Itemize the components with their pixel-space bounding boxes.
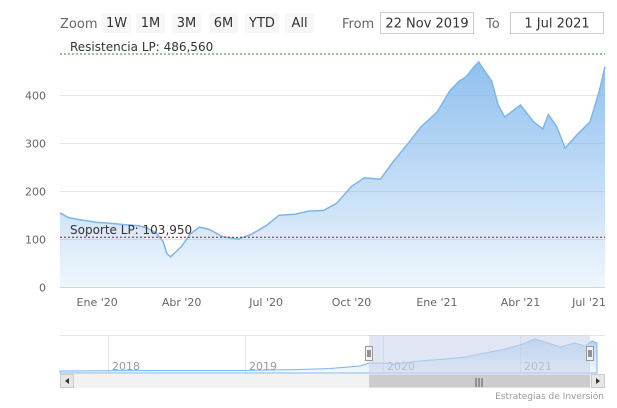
scrollbar-right-arrow[interactable]	[591, 374, 605, 388]
navigator: 2018 2019 2020 2021	[59, 335, 605, 374]
zoom-button-ytd-label: YTD	[248, 16, 275, 31]
zoom-button-6m[interactable]: 6M	[209, 13, 238, 33]
x-axis-labels: Ene '20 Abr '20 Jul '20 Oct '20 Ene '21 Abr '…	[77, 296, 606, 309]
price-series-area	[60, 61, 605, 288]
plot-area: 0 100 200 300 400 Resistencia LP: 486,560 So…	[25, 40, 606, 309]
x-tick-label: Ene '21	[416, 296, 457, 309]
x-tick-label: Ene '20	[77, 296, 118, 309]
x-tick-label: Jul '21	[571, 296, 606, 309]
zoom-button-ytd[interactable]: YTD	[245, 13, 279, 33]
y-tick-label: 0	[39, 282, 46, 295]
y-axis-labels: 0 100 200 300 400	[25, 90, 46, 295]
zoom-button-1m-label: 1M	[141, 16, 161, 31]
zoom-label: Zoom	[60, 17, 97, 32]
zoom-button-all-label: All	[291, 16, 307, 31]
scrollbar-left-arrow[interactable]	[60, 374, 74, 388]
y-tick-label: 300	[25, 138, 46, 151]
credits-link[interactable]: Estrategias de Inversión	[495, 391, 604, 402]
from-label: From	[342, 17, 374, 32]
zoom-button-all[interactable]: All	[285, 13, 314, 33]
x-tick-label: Oct '20	[332, 296, 372, 309]
resistance-label: Resistencia LP: 486,560	[70, 40, 213, 54]
to-date-value: 1 Jul 2021	[524, 17, 589, 32]
from-date-input[interactable]: 22 Nov 2019	[380, 12, 474, 34]
x-tick-label: Jul '20	[248, 296, 283, 309]
to-label: To	[485, 17, 500, 32]
price-series-line	[59, 60, 606, 258]
y-tick-label: 100	[25, 234, 46, 247]
y-tick-label: 400	[25, 90, 46, 103]
y-tick-label: 200	[25, 186, 46, 199]
navigator-selection-mask[interactable]	[369, 335, 590, 373]
zoom-button-1w-label: 1W	[106, 16, 127, 31]
zoom-button-1m[interactable]: 1M	[136, 13, 165, 33]
zoom-button-6m-label: 6M	[214, 16, 234, 31]
scrollbar-grip-icon: |||	[474, 378, 483, 388]
zoom-button-3m[interactable]: 3M	[172, 13, 201, 33]
range-selector: Zoom 1W 1M 3M 6M YTD All From 22 Nov 201	[60, 12, 604, 34]
support-label: Soporte LP: 103,950	[70, 223, 192, 237]
navigator-left-handle[interactable]	[365, 346, 373, 361]
zoom-button-3m-label: 3M	[177, 16, 197, 31]
scrollbar: |||	[60, 374, 605, 388]
scrollbar-thumb[interactable]	[369, 374, 590, 388]
x-tick-label: Abr '20	[162, 296, 202, 309]
chevron-left-icon	[65, 378, 69, 384]
from-date-value: 22 Nov 2019	[385, 17, 468, 32]
navigator-right-handle[interactable]	[586, 346, 594, 361]
to-date-input[interactable]: 1 Jul 2021	[510, 12, 604, 34]
chevron-right-icon	[596, 378, 600, 384]
zoom-button-1w[interactable]: 1W	[102, 13, 131, 33]
navigator-year-2018: 2018	[112, 360, 140, 373]
x-tick-label: Abr '21	[501, 296, 541, 309]
